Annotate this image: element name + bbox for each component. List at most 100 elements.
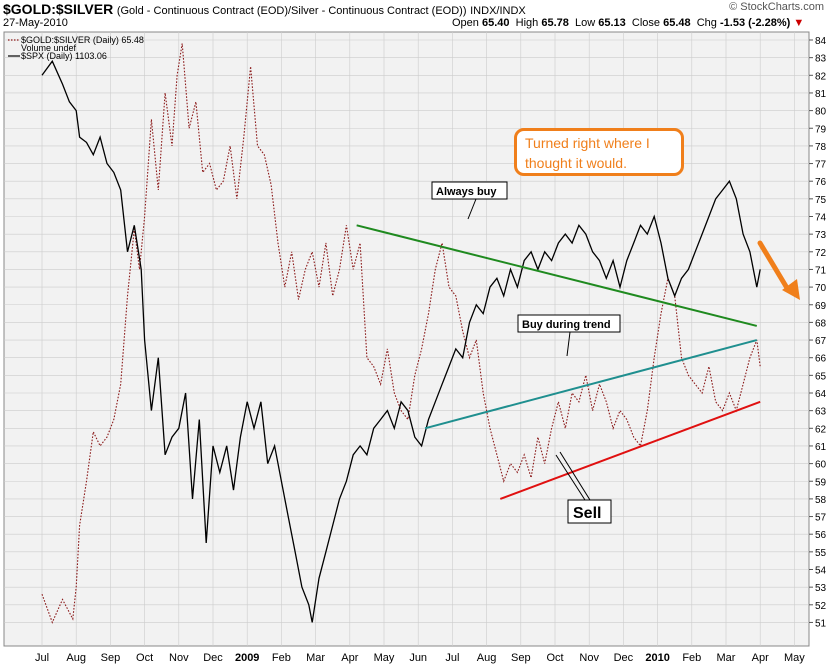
high-label: High (515, 17, 539, 29)
stockcharts-logo: © StockCharts.com (729, 1, 824, 13)
y-tick-label: 53 (815, 583, 827, 594)
y-tick-label: 60 (815, 460, 827, 471)
sell-leader-2 (559, 451, 591, 501)
x-axis: Jul Aug Sep Oct Nov Dec 2009 Feb Mar Apr May Jun Jul… (35, 652, 805, 664)
y-tick-label: 64 (815, 389, 827, 400)
y-tick-label: 59 (815, 477, 827, 488)
y-tick-label: 71 (815, 265, 827, 276)
x-tick-label: Sep (101, 652, 121, 664)
x-tick-label: May (374, 652, 395, 664)
y-tick-label: 74 (815, 213, 827, 224)
y-tick-label: 78 (815, 142, 827, 153)
symbol: $GOLD:$SILVER (3, 1, 114, 17)
gold-silver-line (41, 43, 761, 624)
y-tick-label: 68 (815, 318, 827, 329)
grid (4, 32, 809, 646)
y-tick-label: 83 (815, 54, 827, 65)
x-tick-label: Mar (717, 652, 736, 664)
open-label: Open (452, 17, 479, 29)
always-buy-leader (467, 198, 477, 220)
y-axis: 51 52 53 54 55 56 57 58 59 60 61 62 63 64 65 66 67 68 69 70… (809, 36, 827, 629)
x-tick-label: Jul (35, 652, 49, 664)
y-tick-label: 51 (815, 618, 827, 629)
always-buy-label-box (431, 181, 508, 200)
buy-during-trend-trendline (424, 339, 758, 430)
y-tick-label: 67 (815, 336, 827, 347)
chg-down-arrow-icon: ▼ (793, 17, 805, 29)
y-tick-label: 58 (815, 495, 827, 506)
symbol-description: (Gold - Continuous Contract (EOD)/Silver… (116, 5, 467, 17)
chart-header: $GOLD:$SILVER (Gold - Continuous Contrac… (0, 0, 828, 32)
orange-arrow-head-icon (782, 279, 800, 300)
x-tick-label: Aug (477, 652, 497, 664)
x-tick-label: Oct (136, 652, 153, 664)
x-tick-label: Feb (682, 652, 701, 664)
ohlc-readout: Open 65.40 High 65.78 Low 65.13 Close 65… (452, 17, 804, 29)
trendline-layer (356, 224, 761, 500)
x-tick-label: Aug (66, 652, 86, 664)
x-tick-label: Feb (272, 652, 291, 664)
x-tick-label: Dec (614, 652, 634, 664)
spx-line (41, 59, 761, 623)
series-layer (41, 43, 761, 624)
buy-during-trend-label-box (517, 314, 621, 333)
y-tick-label: 65 (815, 371, 827, 382)
high-value: 65.78 (541, 17, 569, 29)
low-label: Low (574, 17, 596, 29)
callout-box: Turned right where I thought it would. (514, 128, 684, 176)
y-tick-label: 73 (815, 230, 827, 241)
y-tick-label: 79 (815, 124, 827, 135)
close-label: Close (631, 17, 661, 29)
y-tick-label: 80 (815, 107, 827, 118)
x-tick-label: Nov (579, 652, 599, 664)
sell-trendline (499, 400, 761, 500)
x-tick-label: Sep (511, 652, 531, 664)
x-tick-label: Nov (169, 652, 189, 664)
y-tick-label: 56 (815, 530, 827, 541)
x-tick-label: 2009 (235, 652, 259, 664)
chart-title: $GOLD:$SILVER (Gold - Continuous Contrac… (3, 1, 526, 17)
y-tick-label: 66 (815, 354, 827, 365)
sell-label: Sell (573, 505, 601, 522)
y-tick-label: 70 (815, 283, 827, 294)
x-tick-label: Jun (409, 652, 427, 664)
chart-date: 27-May-2010 (3, 17, 68, 29)
buy-during-trend-leader (566, 331, 571, 357)
x-tick-label: May (784, 652, 805, 664)
annotations: Always buy Buy during trend Sell (431, 181, 800, 524)
y-tick-label: 72 (815, 248, 827, 259)
legend-entry: $GOLD:$SILVER (Daily) 65.48 (21, 35, 144, 45)
x-tick-label: Jul (445, 652, 459, 664)
orange-arrow-shaft (757, 240, 790, 291)
always-buy-trendline (356, 224, 758, 327)
y-tick-label: 62 (815, 424, 827, 435)
y-tick-label: 69 (815, 301, 827, 312)
always-buy-label: Always buy (436, 186, 497, 198)
x-tick-label: Apr (752, 652, 769, 664)
buy-during-trend-label: Buy during trend (522, 319, 611, 331)
y-tick-label: 84 (815, 36, 827, 47)
legend-entry: Volume undef (21, 43, 77, 53)
y-tick-label: 77 (815, 160, 827, 171)
exchange: INDX/INDX (470, 5, 526, 17)
close-value: 65.48 (663, 17, 691, 29)
y-tick-label: 61 (815, 442, 827, 453)
x-tick-label: 2010 (645, 652, 669, 664)
low-value: 65.13 (598, 17, 626, 29)
plot-area (3, 31, 810, 647)
y-tick-label: 63 (815, 407, 827, 418)
legend-entry: $SPX (Daily) 1103.06 (21, 51, 107, 61)
chg-label: Chg (696, 17, 717, 29)
y-tick-label: 57 (815, 513, 827, 524)
y-tick-label: 82 (815, 71, 827, 82)
x-tick-label: Apr (341, 652, 358, 664)
y-tick-label: 76 (815, 177, 827, 188)
x-tick-label: Oct (546, 652, 563, 664)
y-tick-label: 81 (815, 89, 827, 100)
y-tick-label: 75 (815, 195, 827, 206)
open-value: 65.40 (481, 17, 510, 29)
y-tick-label: 55 (815, 548, 827, 559)
x-tick-label: Mar (306, 652, 325, 664)
